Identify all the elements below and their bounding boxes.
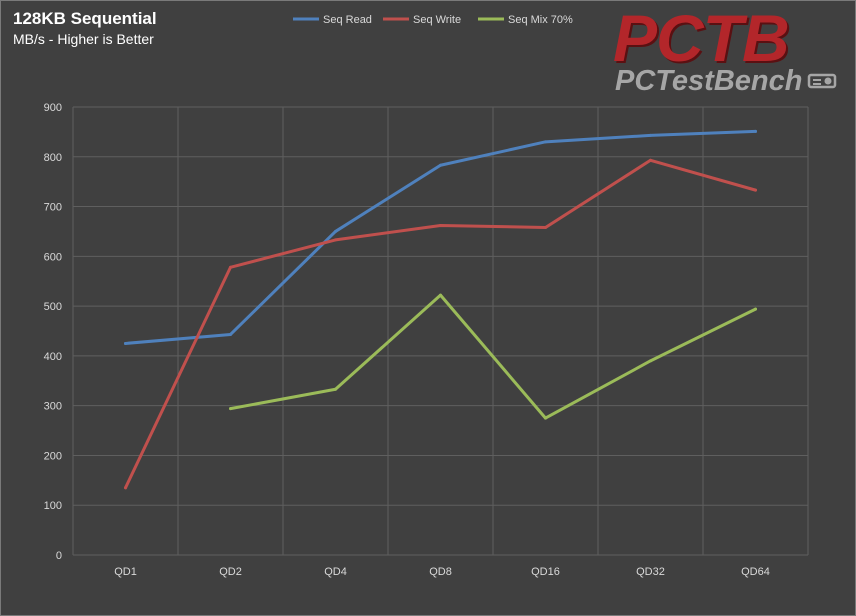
data-point <box>754 129 757 133</box>
data-point <box>334 238 337 242</box>
x-tick-label: QD16 <box>531 566 560 578</box>
x-tick-label: QD32 <box>636 566 665 578</box>
data-point <box>544 416 547 420</box>
x-tick-label: QD8 <box>429 566 452 578</box>
series-line <box>229 293 757 420</box>
data-point <box>649 359 652 363</box>
data-point <box>439 163 442 167</box>
data-point <box>229 332 232 336</box>
y-tick-label: 0 <box>56 550 62 562</box>
y-tick-label: 900 <box>44 102 62 114</box>
data-point <box>439 293 442 297</box>
y-tick-label: 700 <box>44 202 62 214</box>
y-tick-label: 600 <box>44 251 62 263</box>
data-point <box>544 140 547 144</box>
data-point <box>334 229 337 233</box>
y-tick-label: 500 <box>44 301 62 313</box>
data-point <box>439 223 442 227</box>
x-tick-label: QD64 <box>741 566 770 578</box>
pctestbench-logo-text: PCTestBench <box>615 65 803 97</box>
x-tick-label: QD4 <box>324 566 347 578</box>
series-line <box>124 158 757 490</box>
y-tick-label: 100 <box>44 500 62 512</box>
data-point <box>124 341 127 345</box>
data-point <box>754 307 757 311</box>
chart-subtitle: MB/s - Higher is Better <box>13 31 154 47</box>
data-point <box>334 387 337 391</box>
legend-label: Seq Read <box>323 14 372 26</box>
y-tick-label: 800 <box>44 152 62 164</box>
projector-icon <box>807 73 837 89</box>
data-point <box>649 158 652 162</box>
data-point <box>124 486 127 490</box>
chart-title: 128KB Sequential <box>13 9 157 28</box>
data-point <box>754 188 757 192</box>
y-tick-label: 300 <box>44 401 62 413</box>
legend-label: Seq Mix 70% <box>508 14 573 26</box>
data-point <box>229 407 232 411</box>
data-point <box>229 265 232 269</box>
y-tick-label: 200 <box>44 450 62 462</box>
pctb-logo: PCTB <box>613 1 790 75</box>
x-tick-label: QD2 <box>219 566 242 578</box>
y-tick-label: 400 <box>44 351 62 363</box>
legend-label: Seq Write <box>413 14 461 26</box>
data-point <box>649 133 652 137</box>
x-tick-label: QD1 <box>114 566 137 578</box>
data-point <box>544 225 547 229</box>
